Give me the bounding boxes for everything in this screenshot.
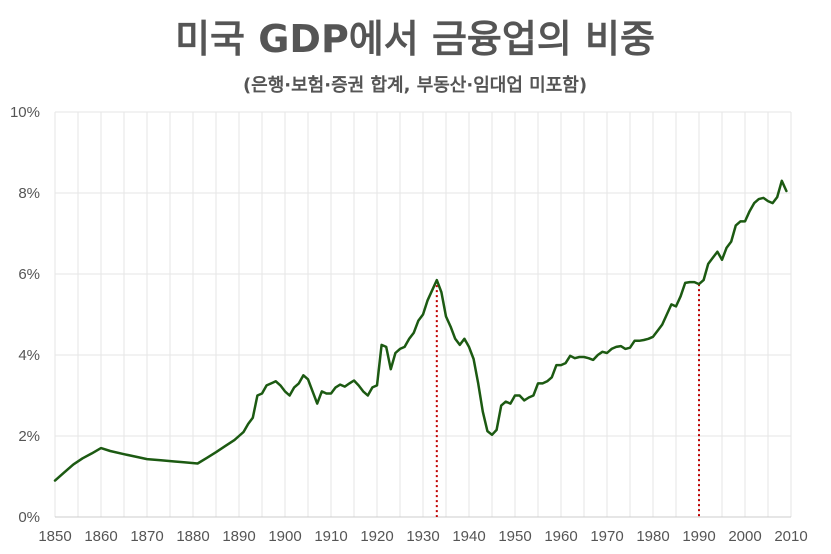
x-tick-label: 1860 xyxy=(84,528,117,545)
x-tick-label: 1950 xyxy=(498,528,531,545)
x-tick-label: 1990 xyxy=(682,528,715,545)
x-tick-label: 1930 xyxy=(406,528,439,545)
series-line xyxy=(53,179,788,482)
y-axis-tick-labels: 0% 2% 4% 6% 8% 10% xyxy=(10,104,40,526)
x-axis-tick-labels: 1850 1860 1870 1880 1890 1900 1910 1920 1930 1940… xyxy=(38,528,807,545)
reference-lines xyxy=(435,280,700,517)
x-tick-label: 1970 xyxy=(590,528,623,545)
y-tick-label: 8% xyxy=(18,185,40,202)
x-tick-label: 1900 xyxy=(268,528,301,545)
x-tick-label: 1960 xyxy=(544,528,577,545)
x-tick-label: 2000 xyxy=(728,528,761,545)
y-tick-label: 4% xyxy=(18,347,40,364)
y-tick-label: 0% xyxy=(18,509,40,526)
y-tick-label: 6% xyxy=(18,266,40,283)
x-tick-label: 1880 xyxy=(176,528,209,545)
x-tick-label: 1910 xyxy=(314,528,347,545)
y-tick-label: 2% xyxy=(18,428,40,445)
chart-subtitle: (은행·보험·증권 합계, 부동산·임대업 미포함) xyxy=(243,74,587,96)
y-tick-label: 10% xyxy=(10,104,40,121)
x-tick-label: 2010 xyxy=(774,528,807,545)
x-tick-label: 1870 xyxy=(130,528,163,545)
x-tick-label: 1980 xyxy=(636,528,669,545)
x-tick-label: 1920 xyxy=(360,528,393,545)
grid xyxy=(54,111,792,518)
series xyxy=(53,179,788,482)
x-tick-label: 1940 xyxy=(452,528,485,545)
x-tick-label: 1850 xyxy=(38,528,71,545)
chart-title: 미국 GDP에서 금융업의 비중 xyxy=(175,17,655,61)
x-tick-label: 1890 xyxy=(222,528,255,545)
